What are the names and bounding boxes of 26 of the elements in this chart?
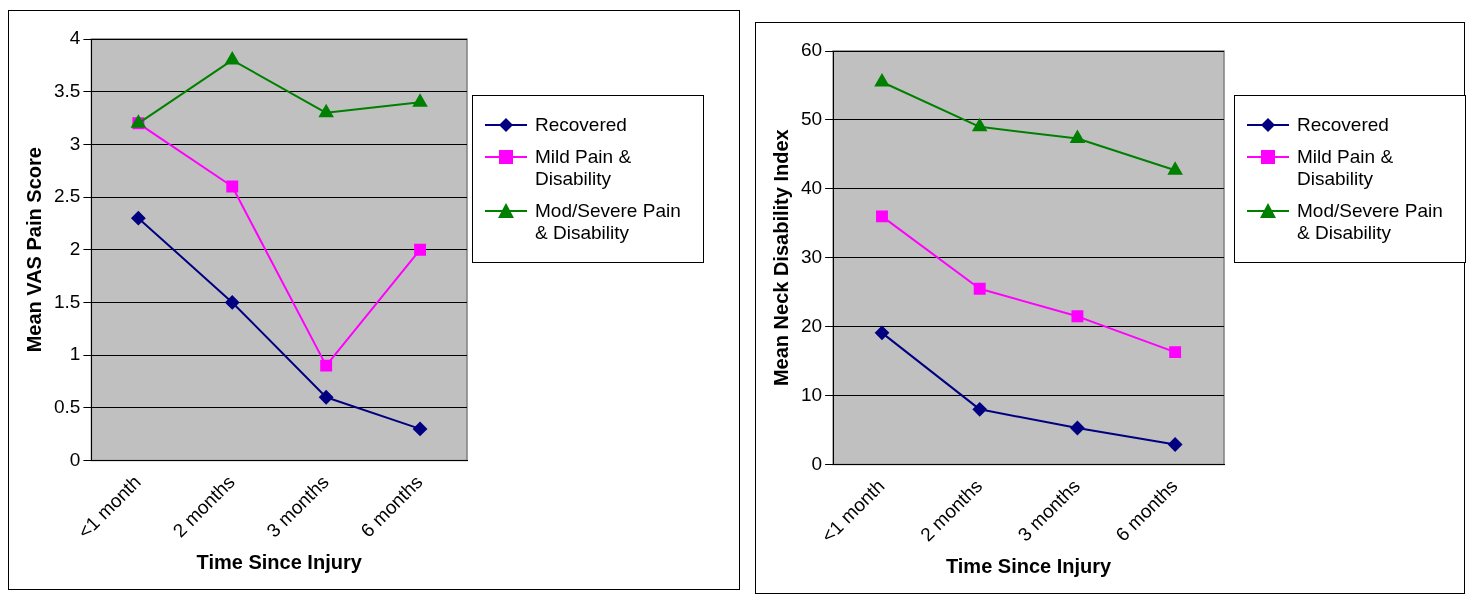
y-axis-title: Mean VAS Pain Score bbox=[22, 147, 45, 353]
y-axis-title: Mean Neck Disability Index bbox=[769, 129, 792, 387]
y-tick-label: 3 bbox=[69, 132, 81, 154]
y-tick-label: 20 bbox=[800, 314, 823, 336]
y-tick-label: 40 bbox=[800, 177, 823, 199]
y-tick-label: 1 bbox=[69, 343, 81, 365]
y-tick-label: 0 bbox=[69, 448, 81, 470]
y-tick-label: 0 bbox=[811, 452, 823, 474]
y-tick-label: 4 bbox=[69, 27, 81, 49]
legend-label: Recovered bbox=[535, 114, 627, 136]
legend-label: Mild Pain & Disability bbox=[1297, 146, 1395, 190]
x-axis-title: Time Since Injury bbox=[945, 554, 1113, 577]
x-axis-title: Time Since Injury bbox=[196, 550, 363, 573]
y-tick-label: 2.5 bbox=[53, 185, 81, 207]
y-tick-label: 30 bbox=[800, 245, 823, 267]
y-tick-label: 60 bbox=[800, 39, 823, 61]
y-tick-label: 50 bbox=[800, 108, 823, 130]
y-tick-label: 2 bbox=[69, 237, 81, 259]
y-tick-label: 0.5 bbox=[53, 396, 81, 418]
legend-label: Mild Pain & Disability bbox=[535, 146, 633, 190]
legend-label: Mod/Severe Pain & Disability bbox=[535, 200, 682, 244]
y-tick-label: 3.5 bbox=[53, 79, 81, 101]
legend-label: Recovered bbox=[1297, 114, 1389, 136]
y-tick-label: 10 bbox=[800, 383, 823, 405]
legend-label: Mod/Severe Pain & Disability bbox=[1297, 200, 1444, 244]
y-tick-label: 1.5 bbox=[53, 290, 81, 312]
